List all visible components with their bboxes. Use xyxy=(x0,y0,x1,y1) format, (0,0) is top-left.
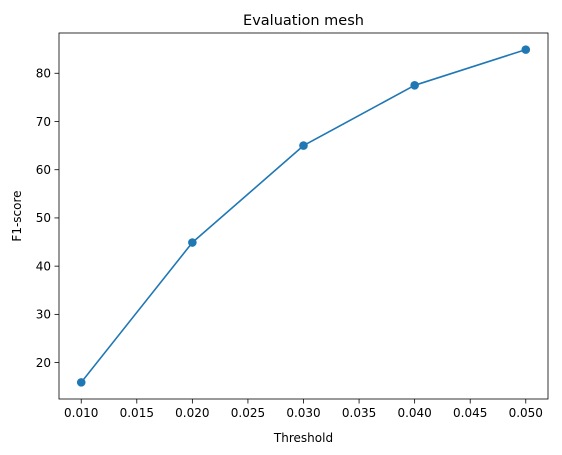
data-point xyxy=(299,141,308,150)
y-tick-label: 60 xyxy=(36,163,51,177)
plot-area: 0.010 0.015 0.020 0.025 0.030 0.035 0.040 0.045… xyxy=(36,32,549,420)
x-tick-label: 0.045 xyxy=(453,406,487,420)
y-axis-title: F1-score xyxy=(10,190,24,241)
data-point xyxy=(188,238,197,247)
x-tick-label: 0.035 xyxy=(342,406,376,420)
x-tick-label: 0.015 xyxy=(120,406,154,420)
y-tick-label: 50 xyxy=(36,211,51,225)
y-tick-label: 30 xyxy=(36,308,51,322)
x-tick-label: 0.030 xyxy=(286,406,320,420)
chart-title: Evaluation mesh xyxy=(243,13,364,29)
x-tick-label: 0.050 xyxy=(509,406,543,420)
data-point xyxy=(76,378,86,387)
y-tick-label: 20 xyxy=(36,356,51,370)
y-tick-label: 70 xyxy=(36,115,51,129)
y-tick-label: 80 xyxy=(36,67,51,81)
x-tick-label: 0.010 xyxy=(64,406,98,420)
x-tick-label: 0.020 xyxy=(175,406,209,420)
y-tick-label: 40 xyxy=(36,259,51,273)
x-tick-label: 0.025 xyxy=(231,406,265,420)
data-point xyxy=(521,45,531,54)
x-axis-title: Threshold xyxy=(273,431,333,445)
x-tick-label: 0.040 xyxy=(397,406,431,420)
data-point xyxy=(410,81,419,90)
